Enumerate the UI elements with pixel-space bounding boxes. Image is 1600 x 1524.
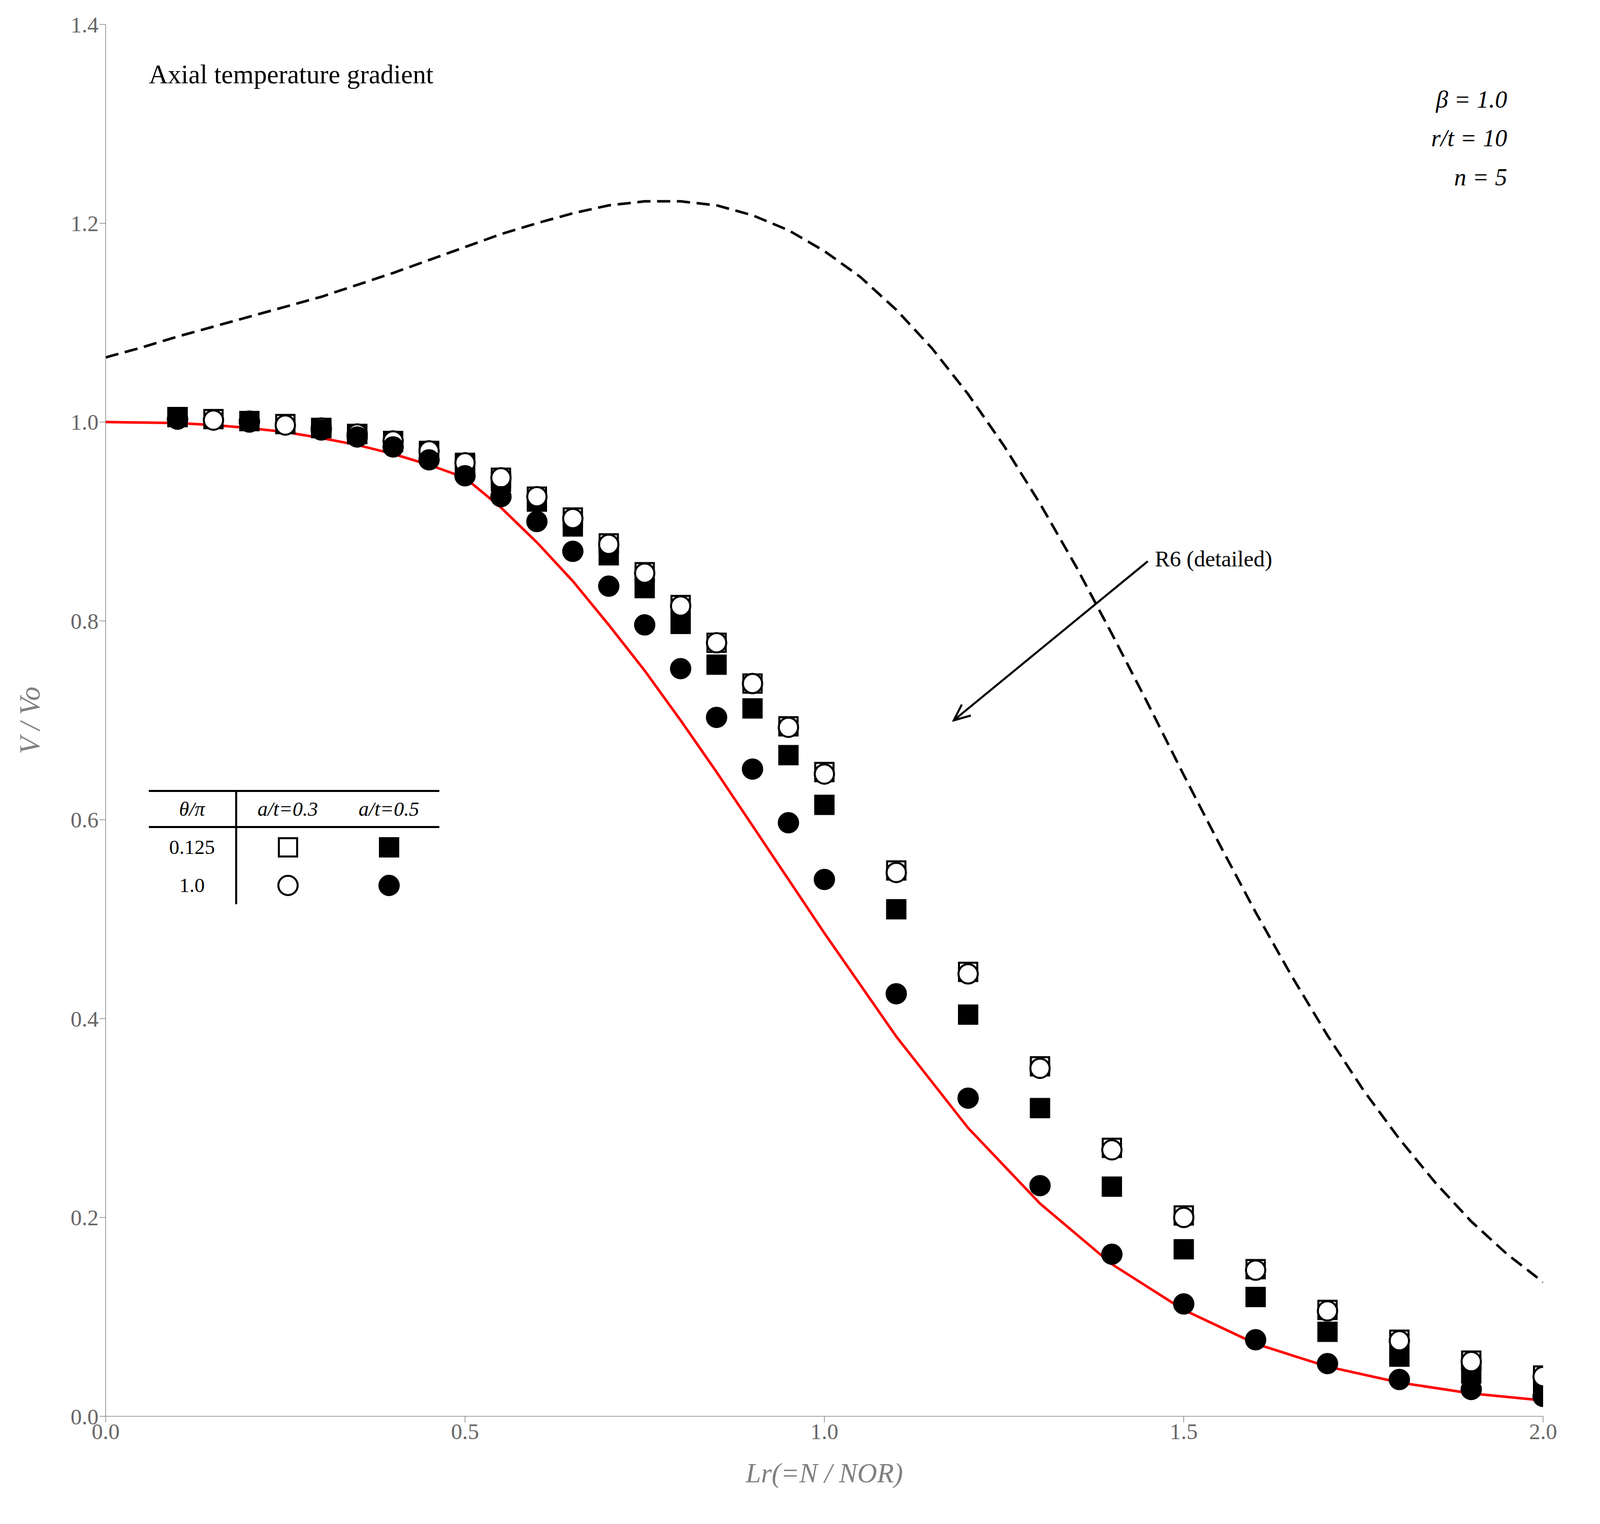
svg-text:Lr(=N / NOR): Lr(=N / NOR): [745, 1457, 903, 1489]
html-text:a/t=0.5: a/t=0.5: [358, 797, 420, 821]
svg-text:0.5: 0.5: [451, 1419, 479, 1445]
html-text:0.125: 0.125: [169, 835, 215, 859]
svg-text:1.0: 1.0: [810, 1419, 839, 1445]
svg-text:1.5: 1.5: [1169, 1419, 1198, 1445]
svg-text:1.0: 1.0: [70, 409, 99, 435]
svg-text:2.0: 2.0: [1529, 1419, 1558, 1445]
html-text:θ/π: θ/π: [179, 797, 205, 821]
svg-text:0.6: 0.6: [70, 807, 99, 833]
html-text:n = 5: n = 5: [1454, 163, 1508, 191]
html-text:r/t = 10: r/t = 10: [1431, 124, 1508, 152]
html-text:β = 1.0: β = 1.0: [1435, 85, 1508, 113]
svg-text:0.0: 0.0: [70, 1404, 99, 1430]
svg-text:R6 (detailed): R6 (detailed): [1155, 546, 1273, 572]
svg-text:0.2: 0.2: [70, 1205, 99, 1231]
svg-text:0.4: 0.4: [70, 1006, 99, 1032]
html-text:Axial temperature gradient: Axial temperature gradient: [148, 59, 434, 89]
svg-text:0.8: 0.8: [70, 609, 99, 634]
svg-text:1.2: 1.2: [70, 211, 99, 237]
html-text:1.0: 1.0: [179, 873, 205, 897]
svg-text:0.0: 0.0: [91, 1419, 120, 1445]
svg-text:V / Vo: V / Vo: [14, 686, 46, 755]
html-text:a/t=0.3: a/t=0.3: [257, 797, 319, 821]
svg-text:1.4: 1.4: [70, 12, 99, 38]
